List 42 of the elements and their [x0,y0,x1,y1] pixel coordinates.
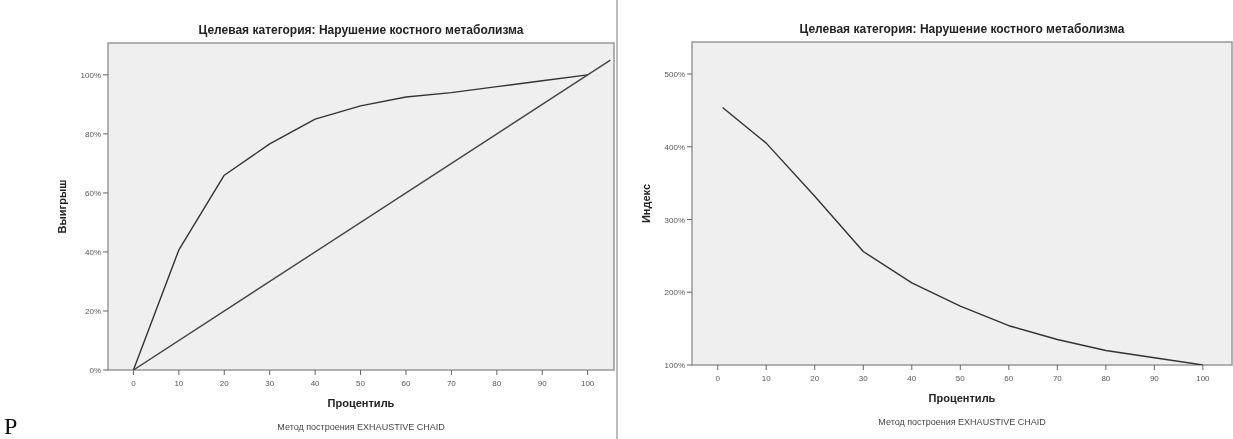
x-tick-label: 100 [1196,374,1211,383]
x-tick-label: 10 [761,374,772,383]
x-tick-label: 80 [492,379,502,388]
chart-title: Целевая категория: Нарушение костного метаболизма [799,22,1125,36]
x-tick-label: 60 [1004,374,1014,383]
text: Метод построения EXHAUSTIVE CHAID [277,422,446,432]
y-tick-label: 0% [89,366,101,375]
y-tick-label: 80% [84,129,101,139]
y-tick-label: 300% [664,215,685,225]
x-tick-label: 60 [401,379,411,388]
x-tick-label: 70 [1052,374,1063,383]
y-tick-label: 400% [664,142,685,152]
y-tick-label: 20% [84,306,101,316]
chart-title: Целевая категория: Нарушение костного метаболизма [198,23,524,37]
y-tick-label: 100% [80,70,101,80]
x-axis-title: Процентиль [928,392,996,404]
text: Р [4,413,18,439]
x-tick-label: 20 [810,374,820,383]
y-tick-label: 40% [84,247,101,257]
y-axis-title: Выигрыш [56,179,68,234]
y-tick-label: 500% [664,70,685,80]
x-tick-label: 90 [537,379,548,388]
x-tick-label: 50 [955,374,966,383]
x-tick-label: 40 [907,374,917,383]
x-tick-label: 10 [174,379,184,388]
y-tick-label: 60% [84,188,101,198]
x-tick-label: 0 [715,374,721,383]
x-tick-label: 80 [1101,374,1111,383]
x-tick-label: 0 [131,379,137,388]
x-tick-label: 50 [356,379,366,388]
x-tick-label: 40 [310,379,321,388]
x-tick-label: 30 [265,379,275,388]
y-axis-title: Индекс [640,183,652,224]
y-tick-label: 200% [664,288,685,298]
text: Метод построения EXHAUSTIVE CHAID [878,417,1047,427]
x-tick-label: 70 [446,379,457,388]
x-tick-label: 20 [219,379,230,388]
x-tick-label: 90 [1149,374,1160,383]
x-axis-title: Процентиль [327,397,395,409]
x-tick-label: 100 [580,379,595,388]
x-tick-label: 30 [858,374,869,383]
y-tick-label: 100% [664,361,685,370]
